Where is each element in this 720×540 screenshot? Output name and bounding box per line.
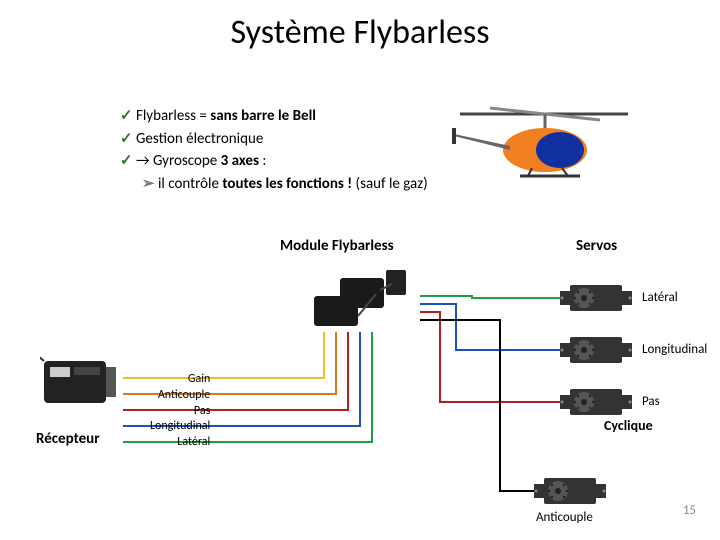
page-title: Système Flybarless [0,12,720,53]
servo-icon [556,385,636,419]
servos-heading: Servos [576,237,617,255]
servo-icon [530,474,610,508]
servo-label: Anticouple [536,510,593,525]
signal-label: Latéral [150,435,210,451]
servo-label: Latéral [642,290,678,305]
module-icon [310,270,420,335]
module-heading: Module Flybarless [280,237,394,255]
bullet-1: Flybarless = sans barre le Bell [120,105,428,128]
signal-label: Anticouple [150,388,210,404]
servo-icon [556,333,636,367]
servo-label: Longitudinal [642,342,707,357]
signal-label: Pas [150,404,210,420]
signal-labels: GainAnticouplePasLongitudinalLatéral [150,372,210,451]
bullet-list: Flybarless = sans barre le Bell Gestion … [120,105,428,195]
bullet-4: il contrôle toutes les fonctions ! (sauf… [142,173,428,196]
receiver-icon [40,355,120,410]
page-number: 15 [683,503,696,518]
bullet-3: → Gyroscope 3 axes : [120,150,428,173]
bullet-2: Gestion électronique [120,128,428,151]
servo-icon [556,281,636,315]
signal-label: Longitudinal [150,419,210,435]
helicopter-icon [450,92,640,187]
signal-label: Gain [150,372,210,388]
receiver-heading: Récepteur [36,430,100,448]
cyclique-label: Cyclique [604,417,653,434]
servo-label: Pas [642,394,660,409]
